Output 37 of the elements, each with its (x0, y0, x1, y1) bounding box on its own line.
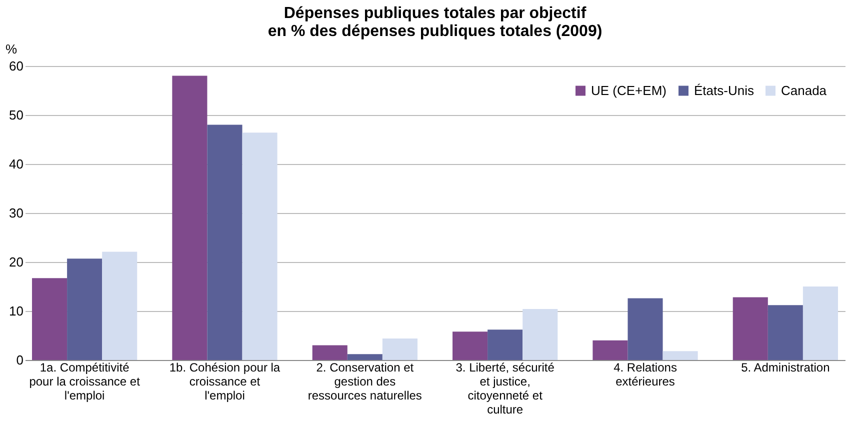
y-tick-label: 30 (9, 206, 24, 220)
y-tick-label: 10 (9, 304, 24, 318)
text: Dépenses publiques totales par objectif (284, 5, 586, 22)
y-axis-title: % (6, 42, 18, 56)
y-tick-label: 40 (9, 156, 24, 172)
bar (32, 278, 68, 360)
bar (207, 124, 242, 360)
legend-label: États-Unis (694, 82, 754, 98)
x-tick-label: 5. Administration (741, 360, 830, 374)
bar (628, 298, 663, 360)
bar (662, 351, 698, 360)
bar (768, 305, 803, 360)
bar (102, 252, 138, 360)
legend-label: Canada (781, 82, 828, 98)
x-tick-label: 1b. Cohésion pour la croissance et l'emploi (169, 360, 280, 402)
x-tick-label: 2. Conservation et gestion des ressources naturelles (308, 360, 422, 402)
bar (67, 258, 102, 360)
bar (452, 332, 488, 360)
bar (522, 309, 558, 360)
bar (592, 340, 628, 360)
y-tick-label: 20 (9, 254, 24, 270)
bar (732, 297, 768, 360)
x-tick-label: 1a. Compétitivité pour la croissance et l'emploi (29, 360, 141, 402)
y-tick-label: 50 (9, 108, 24, 122)
bar (312, 345, 348, 360)
x-tick-label: 4. Relations extérieures (614, 360, 677, 388)
x-tick-label: 3. Liberté, sécurité et justice, citoyenneté et culture (456, 360, 555, 416)
bar (347, 354, 382, 360)
legend-label: UE (CE+EM) (591, 82, 666, 98)
bar (382, 338, 418, 360)
y-tick-label: 60 (9, 58, 24, 74)
y-tick-label: 0 (16, 352, 24, 368)
text: en % des dépenses publiques totales (2009) (268, 23, 602, 40)
bar (242, 132, 278, 360)
bar (172, 76, 208, 360)
bar (488, 330, 523, 360)
bar (802, 286, 838, 360)
